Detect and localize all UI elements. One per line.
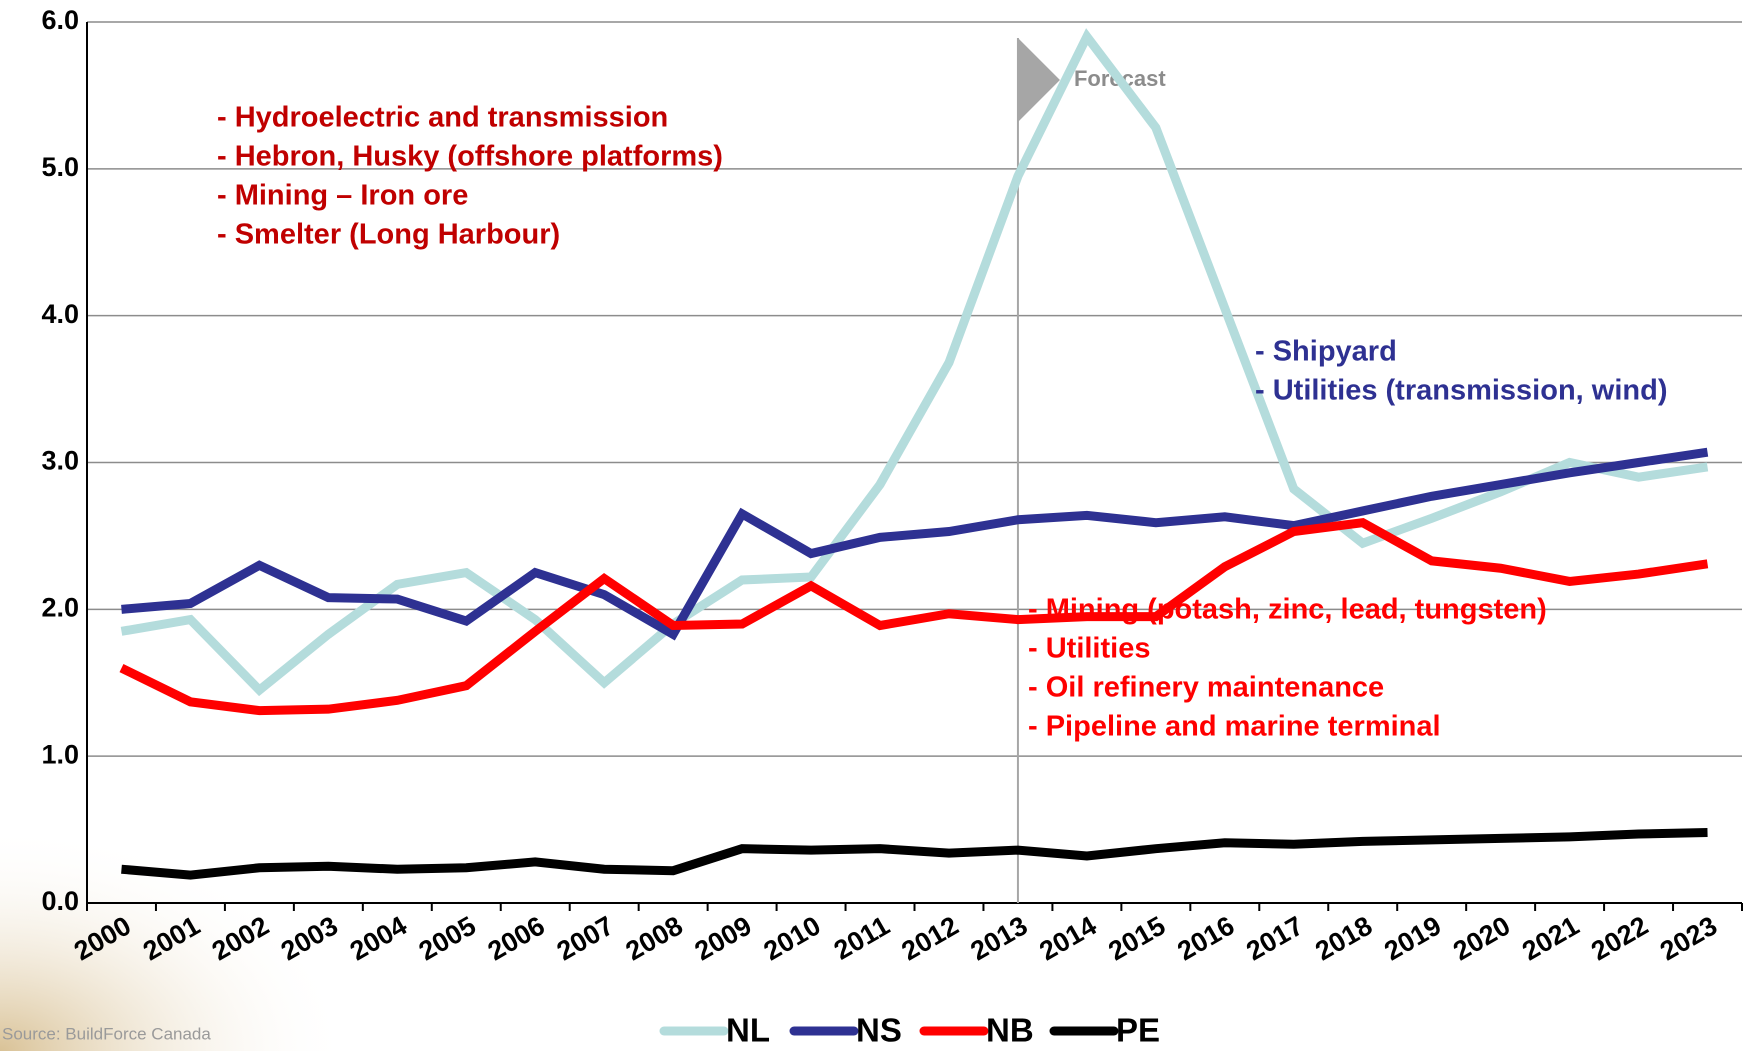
y-tick-label: 1.0 (41, 739, 79, 769)
annotation: - Mining – Iron ore (217, 180, 468, 212)
y-tick-label: 6.0 (41, 5, 79, 35)
x-tick-label: 2019 (1379, 910, 1446, 966)
annotation: - Utilities (transmission, wind) (1255, 375, 1668, 407)
x-tick-label: 2013 (965, 910, 1032, 966)
x-tick-label: 2012 (897, 910, 964, 966)
x-tick-label: 2015 (1103, 910, 1170, 966)
legend-label: PE (1116, 1012, 1160, 1049)
x-tick-label: 2020 (1448, 910, 1515, 966)
y-tick-label: 2.0 (41, 592, 79, 622)
legend-label: NL (726, 1012, 770, 1049)
y-tick-label: 4.0 (41, 299, 79, 329)
y-tick-label: 5.0 (41, 152, 79, 182)
x-tick-label: 2010 (759, 910, 826, 966)
legend-label: NB (986, 1012, 1034, 1049)
annotation: - Mining (potash, zinc, lead, tungsten) (1028, 594, 1547, 626)
annotation: - Pipeline and marine terminal (1028, 711, 1441, 743)
x-tick-label: 2021 (1517, 910, 1584, 966)
x-tick-label: 2018 (1310, 910, 1377, 966)
y-tick-label: 3.0 (41, 446, 79, 476)
series-line (121, 37, 1707, 690)
source-note: Source: BuildForce Canada (2, 1024, 211, 1043)
background-decor (0, 600, 700, 1051)
annotation: - Oil refinery maintenance (1028, 672, 1384, 704)
x-tick-label: 2017 (1241, 910, 1308, 966)
annotation: - Hydroelectric and transmission (217, 102, 668, 134)
y-tick-label: 0.0 (41, 886, 79, 916)
x-tick-label: 2023 (1655, 910, 1722, 966)
annotation: - Shipyard (1255, 336, 1397, 368)
annotation: - Smelter (Long Harbour) (217, 219, 560, 251)
x-tick-label: 2011 (829, 910, 895, 965)
x-tick-label: 2016 (1172, 910, 1239, 966)
annotation: - Utilities (1028, 633, 1150, 665)
legend-label: NS (856, 1012, 902, 1049)
annotation: - Hebron, Husky (offshore platforms) (217, 141, 723, 173)
x-tick-label: 2022 (1586, 910, 1653, 966)
chart: Source: BuildForce Canada 0.0 1.0 2.0 3.0 4.… (0, 0, 1745, 1051)
x-tick-label: 2014 (1034, 910, 1101, 966)
